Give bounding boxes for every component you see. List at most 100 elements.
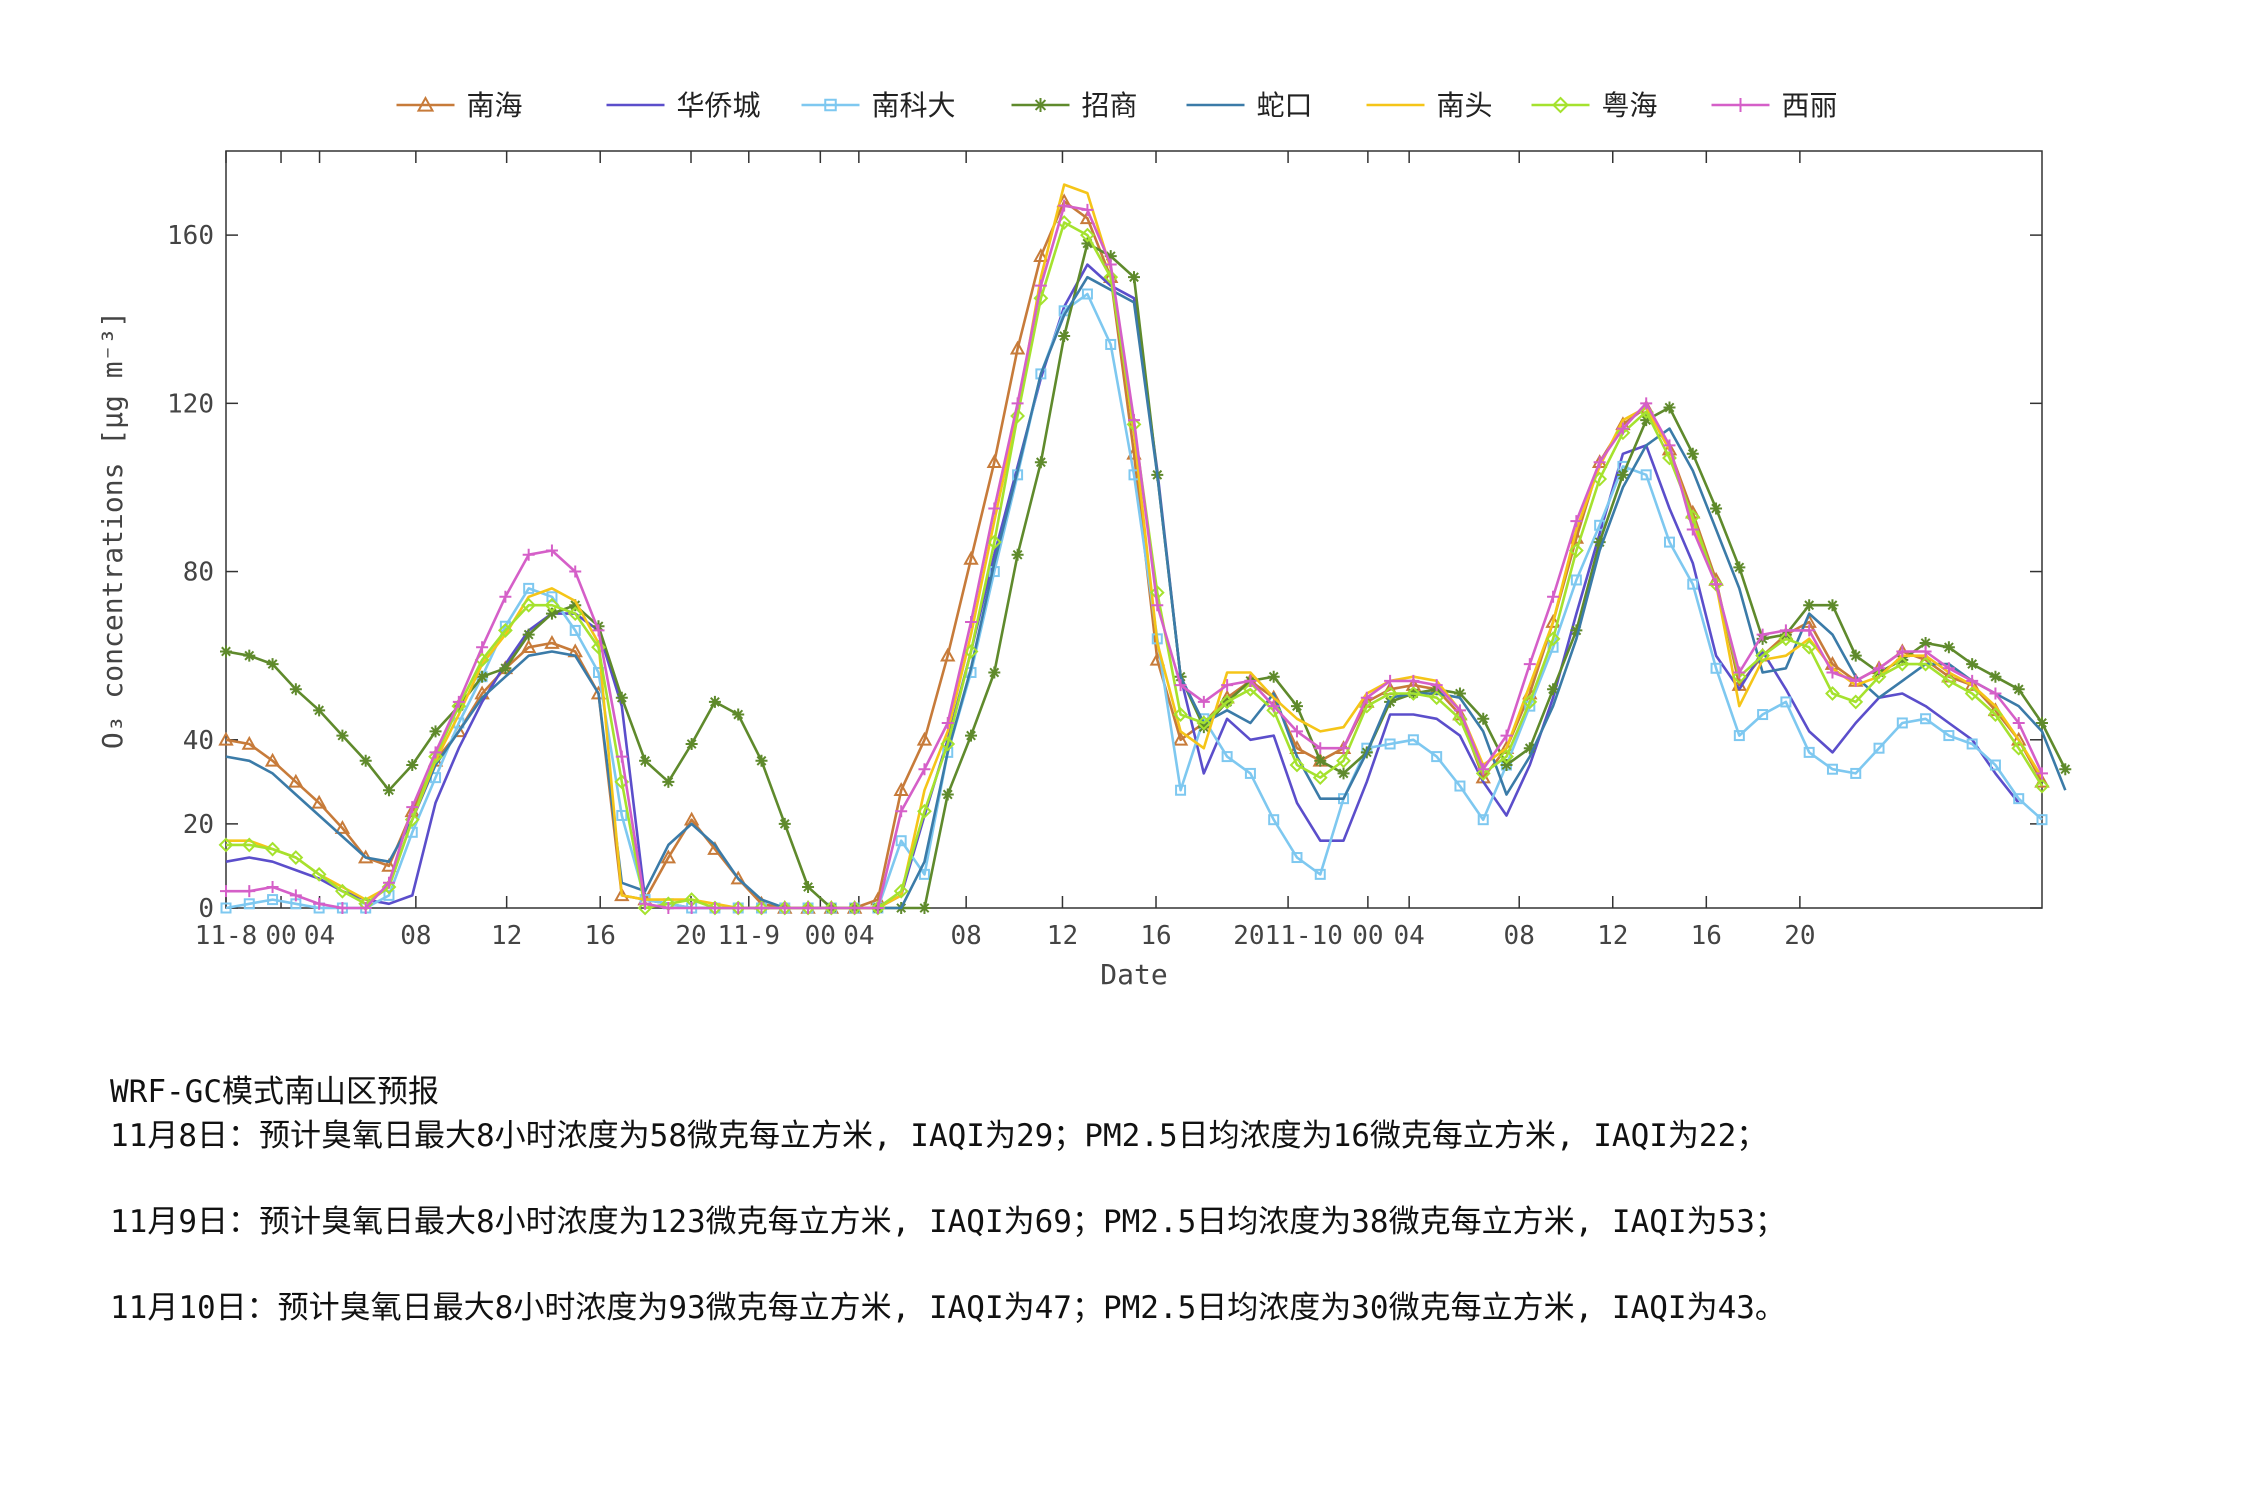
data-point-plus bbox=[639, 897, 652, 910]
x-axis-label: Date bbox=[1100, 958, 1167, 991]
data-point-square bbox=[1920, 713, 1932, 725]
y-axis-label: O₃ concentrations [μg m⁻³] bbox=[96, 311, 129, 749]
data-point-star bbox=[941, 788, 954, 801]
data-point-star bbox=[802, 880, 815, 893]
data-point-diamond bbox=[1336, 753, 1351, 769]
x-tick-label: 04 bbox=[304, 921, 335, 951]
data-point-star bbox=[569, 599, 582, 612]
series-layer bbox=[218, 183, 2072, 916]
data-point-plus bbox=[1034, 279, 1047, 292]
data-point-diamond bbox=[1825, 686, 1840, 701]
series-7 bbox=[220, 199, 2048, 914]
data-point-plus bbox=[755, 902, 768, 914]
data-point-star bbox=[1966, 658, 1979, 671]
data-point-star bbox=[1197, 721, 1210, 734]
data-point-square bbox=[1687, 578, 1699, 590]
data-point-star bbox=[1267, 670, 1280, 683]
data-point-plus bbox=[1710, 578, 1723, 591]
data-point-triangle bbox=[730, 870, 746, 885]
caption-line-nov8: 11月8日：预计臭氧日最大8小时浓度为58微克每立方米, IAQI为29；PM2… bbox=[110, 1118, 1768, 1154]
data-point-diamond bbox=[567, 606, 583, 622]
series-line bbox=[225, 292, 2043, 910]
data-point-plus bbox=[220, 885, 232, 898]
data-point-plus bbox=[1221, 679, 1234, 692]
data-point-plus bbox=[708, 902, 721, 914]
data-point-star bbox=[1547, 683, 1560, 696]
data-point-star bbox=[988, 666, 1001, 679]
data-point-star bbox=[1686, 447, 1699, 460]
data-point-star bbox=[359, 754, 372, 767]
data-point-plus bbox=[592, 624, 605, 637]
data-point-triangle bbox=[940, 647, 956, 662]
data-point-star bbox=[382, 784, 395, 797]
series-5 bbox=[226, 183, 2044, 910]
data-point-plus bbox=[825, 902, 838, 914]
data-point-star bbox=[1314, 754, 1327, 767]
data-point-plus bbox=[848, 902, 861, 914]
data-point-plus bbox=[289, 889, 302, 902]
data-point-square bbox=[1105, 338, 1117, 350]
x-tick-label: 12 bbox=[1597, 921, 1628, 951]
data-point-diamond bbox=[1522, 694, 1538, 710]
data-point-plus bbox=[1756, 628, 1769, 641]
data-point-diamond bbox=[1871, 669, 1887, 685]
data-point-star bbox=[429, 725, 442, 738]
data-point-plus bbox=[522, 548, 535, 561]
data-point-star bbox=[1826, 599, 1839, 612]
x-tick-label: 16 bbox=[1140, 921, 1171, 951]
x-axis: 11-8 00 04 08 12 16 20 11-9 00 04 08 12 16 2011-10 00 0… bbox=[195, 151, 1816, 951]
data-point-diamond bbox=[1964, 686, 1980, 701]
data-point-diamond bbox=[1219, 694, 1235, 710]
data-point-plus bbox=[732, 902, 745, 914]
x-tick-label: 20 bbox=[675, 921, 706, 951]
data-point-plus bbox=[918, 763, 931, 776]
data-point-plus bbox=[1593, 456, 1606, 469]
data-point-star bbox=[1384, 695, 1397, 708]
data-point-star bbox=[1034, 456, 1047, 469]
y-tick-label: 80 bbox=[183, 558, 214, 588]
data-point-triangle bbox=[218, 731, 234, 746]
data-point-triangle bbox=[1545, 613, 1561, 628]
data-point-plus bbox=[1430, 679, 1443, 692]
data-point-triangle bbox=[916, 731, 933, 746]
data-point-square bbox=[1291, 852, 1303, 864]
data-point-star bbox=[499, 662, 512, 675]
data-point-diamond bbox=[497, 623, 513, 638]
data-point-plus bbox=[1151, 599, 1164, 612]
data-point-plus bbox=[1966, 674, 1979, 687]
data-point-star bbox=[1104, 250, 1117, 263]
data-point-square bbox=[1733, 730, 1745, 742]
y-tick-label: 160 bbox=[167, 221, 214, 251]
data-point-diamond bbox=[986, 534, 1002, 550]
data-point-star bbox=[1710, 502, 1723, 515]
data-point-plus bbox=[1523, 658, 1536, 671]
data-point-star bbox=[708, 695, 721, 708]
data-point-star bbox=[1593, 536, 1606, 549]
data-point-plus bbox=[359, 902, 372, 914]
data-point-plus bbox=[1011, 397, 1024, 410]
legend-item: 南海 bbox=[396, 89, 523, 122]
data-point-triangle bbox=[1172, 731, 1189, 746]
legend-label: 南头 bbox=[1437, 89, 1493, 122]
data-point-star bbox=[1453, 687, 1466, 700]
data-point-plus bbox=[1686, 523, 1699, 536]
data-point-star bbox=[918, 902, 931, 914]
data-point-diamond bbox=[381, 879, 397, 895]
x-tick-label: 08 bbox=[951, 921, 982, 951]
data-point-plus bbox=[941, 716, 954, 729]
series-3 bbox=[220, 237, 2072, 914]
data-point-diamond bbox=[1382, 686, 1398, 701]
legend-item: 粤海 bbox=[1531, 89, 1658, 122]
data-point-diamond bbox=[1918, 656, 1934, 672]
data-point-star bbox=[243, 649, 256, 662]
data-point-diamond bbox=[1010, 408, 1026, 424]
data-point-star bbox=[522, 628, 535, 641]
legend-label: 蛇口 bbox=[1257, 89, 1313, 122]
forecast-caption: WRF-GC模式南山区预报 11月8日：预计臭氧日最大8小时浓度为58微克每立方… bbox=[110, 1070, 2210, 1330]
data-point-star bbox=[476, 670, 489, 683]
y-tick-label: 0 bbox=[198, 894, 214, 924]
x-tick-label: 08 bbox=[1504, 921, 1535, 951]
data-point-square bbox=[1570, 574, 1582, 586]
data-point-triangle bbox=[264, 752, 281, 767]
data-point-diamond bbox=[1988, 707, 2003, 722]
